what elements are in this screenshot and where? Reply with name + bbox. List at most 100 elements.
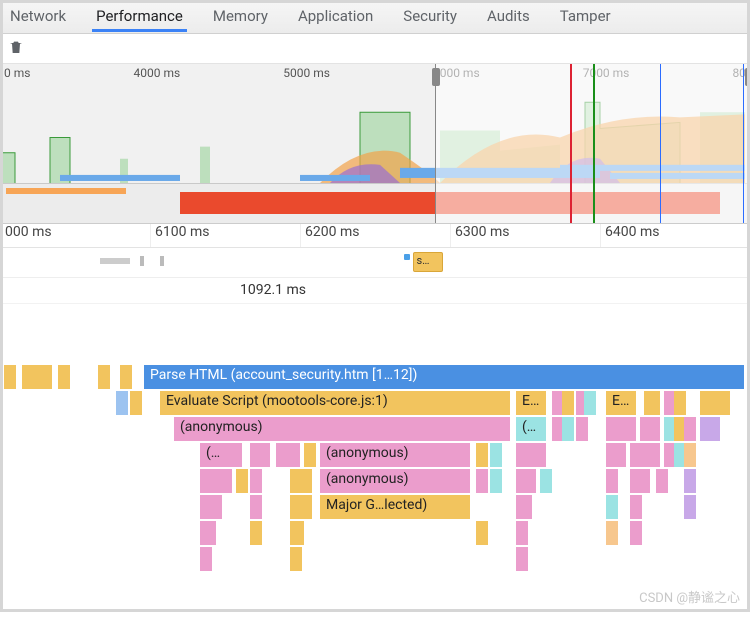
flame-sliver[interactable]	[700, 391, 730, 415]
flame-sliver[interactable]	[630, 469, 650, 493]
flame-sliver[interactable]	[606, 417, 636, 441]
flame-sliver[interactable]	[290, 469, 312, 493]
tab-network[interactable]: Network	[6, 1, 70, 32]
flame-sliver[interactable]	[516, 469, 536, 493]
tab-performance[interactable]: Performance	[92, 1, 187, 32]
ruler-tick: 6400 ms	[600, 224, 750, 247]
flame-sliver[interactable]	[304, 443, 316, 467]
flame-sliver[interactable]	[606, 469, 618, 493]
flame-sliver[interactable]	[540, 469, 552, 493]
flame-sliver[interactable]	[684, 495, 696, 519]
flame-sliver[interactable]	[606, 521, 618, 545]
flame-sliver[interactable]	[276, 443, 300, 467]
flame-sliver[interactable]	[700, 417, 720, 441]
network-request-chip[interactable]: s…	[413, 252, 443, 272]
flame-row	[0, 520, 750, 546]
flame-row	[0, 546, 750, 572]
net-tick	[100, 258, 130, 264]
flame-sliver[interactable]	[490, 469, 502, 493]
flame-sliver[interactable]	[656, 469, 668, 493]
flame-row: (… (anonymous)	[0, 442, 750, 468]
flame-chart[interactable]: Parse HTML (account_security.htm [1…12])…	[0, 364, 750, 634]
flame-sliver[interactable]	[516, 443, 546, 467]
flame-sliver[interactable]	[200, 469, 232, 493]
flame-sliver[interactable]	[200, 521, 216, 545]
overview-marker-green	[593, 64, 595, 223]
flame-row: Parse HTML (account_security.htm [1…12])	[0, 364, 750, 390]
flame-sliver[interactable]	[562, 391, 574, 415]
perf-toolbar	[0, 34, 750, 64]
flame-sliver[interactable]	[630, 495, 642, 519]
flame-sliver[interactable]	[644, 391, 660, 415]
detail-ruler[interactable]: 000 ms6100 ms6200 ms6300 ms6400 ms	[0, 224, 750, 248]
flame-sliver[interactable]	[290, 495, 312, 519]
flame-bar[interactable]: Parse HTML (account_security.htm [1…12])	[144, 365, 744, 389]
flame-sliver[interactable]	[4, 365, 16, 389]
flame-bar[interactable]: (…	[516, 417, 546, 441]
net-tick	[140, 256, 144, 266]
flame-sliver[interactable]	[476, 521, 488, 545]
flame-bar[interactable]: E…	[606, 391, 636, 415]
flame-bar[interactable]: (anonymous)	[174, 417, 510, 441]
tab-tamper[interactable]: Tamper	[556, 1, 615, 32]
flame-sliver[interactable]	[684, 443, 696, 467]
flame-sliver[interactable]	[250, 495, 262, 519]
overview-handle-left[interactable]	[432, 68, 440, 86]
tab-security[interactable]: Security	[399, 1, 461, 32]
flame-sliver[interactable]	[250, 469, 262, 493]
flame-sliver[interactable]	[630, 521, 642, 545]
flame-sliver[interactable]	[640, 417, 660, 441]
flame-sliver[interactable]	[584, 391, 596, 415]
flame-sliver[interactable]	[476, 443, 488, 467]
flame-sliver[interactable]	[476, 469, 488, 493]
flame-sliver[interactable]	[630, 443, 660, 467]
flame-sliver[interactable]	[516, 521, 528, 545]
overview-marker-blue	[660, 64, 661, 223]
flame-bar[interactable]: E…	[516, 391, 546, 415]
tab-application[interactable]: Application	[294, 1, 377, 32]
flame-sliver[interactable]	[674, 391, 686, 415]
flame-sliver[interactable]	[200, 547, 212, 571]
overview-tick: 5000 ms	[283, 66, 330, 80]
overview-handle-right[interactable]	[745, 68, 750, 86]
flame-bar[interactable]: (…	[200, 443, 242, 467]
timing-value: 1092.1 ms	[240, 282, 306, 298]
tab-audits[interactable]: Audits	[483, 1, 534, 32]
flame-sliver[interactable]	[250, 443, 270, 467]
flame-sliver[interactable]	[200, 495, 222, 519]
flame-sliver[interactable]	[562, 417, 574, 441]
flame-sliver[interactable]	[576, 417, 588, 441]
flame-bar[interactable]: Evaluate Script (mootools-core.js:1)	[160, 391, 510, 415]
flame-sliver[interactable]	[516, 547, 528, 571]
flame-row: (anonymous)	[0, 468, 750, 494]
flame-sliver[interactable]	[98, 365, 110, 389]
flame-sliver[interactable]	[120, 365, 132, 389]
flame-sliver[interactable]	[130, 391, 142, 415]
flame-bar[interactable]: Major G…lected)	[320, 495, 470, 519]
flame-row: Evaluate Script (mootools-core.js:1)E…E…	[0, 390, 750, 416]
network-lane[interactable]: s…	[0, 248, 750, 278]
flame-sliver[interactable]	[516, 495, 532, 519]
flame-sliver[interactable]	[22, 365, 34, 389]
flame-sliver[interactable]	[490, 443, 502, 467]
clear-icon[interactable]	[8, 39, 24, 59]
ruler-tick: 6300 ms	[450, 224, 600, 247]
flame-sliver[interactable]	[684, 417, 696, 441]
flame-row: (anonymous)(…	[0, 416, 750, 442]
timeline-overview[interactable]: 0 ms4000 ms5000 ms6000 ms7000 ms80	[0, 64, 750, 224]
flame-sliver[interactable]	[606, 443, 626, 467]
watermark: CSDN @静谧之心	[639, 587, 740, 606]
flame-sliver[interactable]	[116, 391, 128, 415]
flame-sliver[interactable]	[250, 521, 262, 545]
flame-sliver[interactable]	[290, 521, 304, 545]
flame-sliver[interactable]	[58, 365, 70, 389]
tab-memory[interactable]: Memory	[209, 1, 272, 32]
flame-sliver[interactable]	[684, 469, 696, 493]
flame-sliver[interactable]	[236, 469, 248, 493]
flame-row: Major G…lected)	[0, 494, 750, 520]
flame-sliver[interactable]	[34, 365, 52, 389]
flame-sliver[interactable]	[606, 495, 618, 519]
flame-sliver[interactable]	[290, 547, 302, 571]
flame-bar[interactable]: (anonymous)	[320, 443, 470, 467]
flame-bar[interactable]: (anonymous)	[320, 469, 470, 493]
